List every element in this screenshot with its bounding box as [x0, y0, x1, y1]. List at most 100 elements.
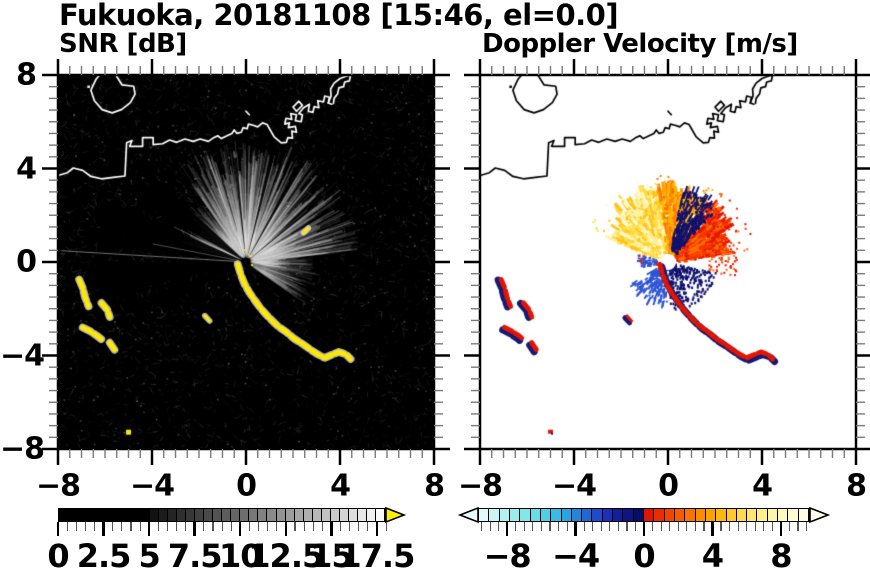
velocity-colorbar-label: 4 — [701, 537, 724, 570]
velocity-colorbar-cell — [489, 509, 500, 521]
velocity-colorbar-cell — [520, 509, 531, 521]
snr-colorbar-cell — [367, 509, 377, 521]
snr-colorbar-cell — [330, 509, 340, 521]
snr-colorbar-major-tick — [193, 522, 196, 536]
velocity-pos-arrow-icon — [809, 506, 831, 524]
velocity-colorbar-cell — [561, 509, 572, 521]
snr-colorbar-major-tick — [375, 522, 379, 536]
velocity-colorbar-minor-tick — [720, 522, 722, 531]
snr-colorbar-minor-tick — [385, 522, 387, 531]
snr-colorbar-minor-tick — [339, 522, 342, 531]
velocity-colorbar-cell — [509, 509, 521, 521]
snr-colorbar-cell — [204, 509, 214, 521]
snr-colorbar-label: 10 — [218, 537, 263, 570]
snr-colorbar-label: 0 — [47, 537, 69, 570]
snr-colorbar-major-tick — [284, 522, 287, 536]
velocity-colorbar-cell — [757, 509, 768, 521]
snr-colorbar-cell — [339, 509, 349, 521]
x-tick-label: 4 — [752, 468, 773, 504]
velocity-colorbar — [478, 508, 810, 522]
snr-colorbar-cell — [140, 509, 150, 521]
snr-colorbar-major-tick — [239, 522, 242, 536]
velocity-colorbar-minor-tick — [617, 522, 620, 531]
velocity-colorbar-major-tick — [642, 522, 646, 536]
velocity-colorbar-minor-tick — [677, 522, 679, 531]
velocity-colorbar-minor-tick — [498, 522, 500, 531]
velocity-colorbar-cell — [705, 509, 717, 521]
velocity-colorbar-cell — [633, 509, 644, 521]
snr-colorbar-cell — [285, 509, 295, 521]
snr-colorbar-cell — [194, 509, 204, 521]
snr-colorbar-cell — [158, 509, 168, 521]
velocity-colorbar-cell — [592, 509, 603, 521]
velocity-colorbar-minor-tick — [515, 522, 517, 531]
snr-colorbar-major-tick — [330, 522, 333, 536]
velocity-colorbar-cell — [798, 509, 809, 521]
snr-colorbar-cell — [213, 509, 223, 521]
snr-colorbar-cell — [303, 509, 313, 521]
velocity-colorbar-minor-tick — [660, 522, 662, 531]
velocity-colorbar-cell — [530, 509, 541, 521]
snr-colorbar-cell — [59, 509, 69, 521]
snr-colorbar-cell — [149, 509, 159, 521]
velocity-ppi-plot — [480, 75, 856, 449]
velocity-colorbar-minor-tick — [600, 522, 602, 531]
snr-colorbar-minor-tick — [303, 522, 305, 531]
snr-colorbar-minor-tick — [130, 522, 132, 531]
snr-colorbar-label: 12.5 — [248, 537, 324, 570]
snr-colorbar-cell — [312, 509, 322, 521]
snr-colorbar-cell — [167, 509, 177, 521]
velocity-colorbar-major-tick — [574, 522, 577, 536]
velocity-colorbar-minor-tick — [746, 522, 748, 531]
velocity-colorbar-cell — [613, 509, 624, 521]
snr-colorbar-cell — [249, 509, 259, 521]
snr-ppi-plot — [58, 75, 434, 449]
snr-colorbar-minor-tick — [367, 522, 369, 531]
snr-colorbar-cell — [258, 509, 268, 521]
snr-colorbar-minor-tick — [157, 522, 159, 531]
snr-colorbar-cell — [321, 509, 331, 521]
x-tick-label: −8 — [35, 468, 81, 504]
snr-colorbar-cell — [358, 509, 368, 521]
velocity-colorbar-major-tick — [711, 522, 714, 536]
snr-colorbar-minor-tick — [230, 522, 232, 531]
snr-colorbar-cell — [95, 509, 105, 521]
velocity-colorbar-minor-tick — [549, 522, 551, 531]
snr-colorbar-minor-tick — [185, 522, 187, 531]
snr-colorbar-minor-tick — [84, 522, 87, 531]
velocity-colorbar-minor-tick — [652, 522, 654, 531]
x-tick-label: 8 — [846, 468, 867, 504]
snr-colorbar — [58, 508, 386, 522]
velocity-colorbar-label: 0 — [633, 537, 655, 570]
velocity-colorbar-major-tick — [779, 522, 783, 536]
velocity-colorbar-cell — [623, 509, 634, 521]
x-tick-label: −4 — [551, 468, 597, 504]
velocity-colorbar-cell — [778, 509, 789, 521]
figure-title: Fukuoka, 20181108 [15:46, el=0.0] — [59, 0, 619, 32]
snr-colorbar-cell — [276, 509, 286, 521]
velocity-colorbar-minor-tick — [626, 522, 628, 531]
snr-colorbar-label: 7.5 — [167, 537, 223, 570]
snr-colorbar-minor-tick — [166, 522, 169, 531]
velocity-colorbar-cell — [716, 509, 727, 521]
snr-colorbar-minor-tick — [203, 522, 205, 531]
velocity-colorbar-minor-tick — [806, 522, 808, 531]
velocity-colorbar-cell — [582, 509, 593, 521]
velocity-colorbar-label: 8 — [770, 537, 792, 570]
snr-colorbar-label: 15 — [310, 537, 354, 570]
x-tick-label: 0 — [658, 468, 679, 504]
snr-colorbar-minor-tick — [93, 522, 96, 531]
snr-overflow-arrow-icon — [385, 506, 407, 524]
snr-colorbar-minor-tick — [257, 522, 260, 531]
snr-colorbar-label: 2.5 — [76, 537, 132, 570]
snr-colorbar-minor-tick — [221, 522, 223, 531]
y-tick-label: −4 — [0, 338, 45, 373]
x-tick-label: 0 — [236, 468, 257, 504]
snr-colorbar-cell — [349, 509, 359, 521]
snr-colorbar-cell — [185, 509, 195, 521]
velocity-colorbar-minor-tick — [557, 522, 560, 531]
velocity-colorbar-major-tick — [505, 522, 509, 536]
snr-colorbar-minor-tick — [312, 522, 314, 531]
velocity-colorbar-cell — [644, 509, 655, 521]
